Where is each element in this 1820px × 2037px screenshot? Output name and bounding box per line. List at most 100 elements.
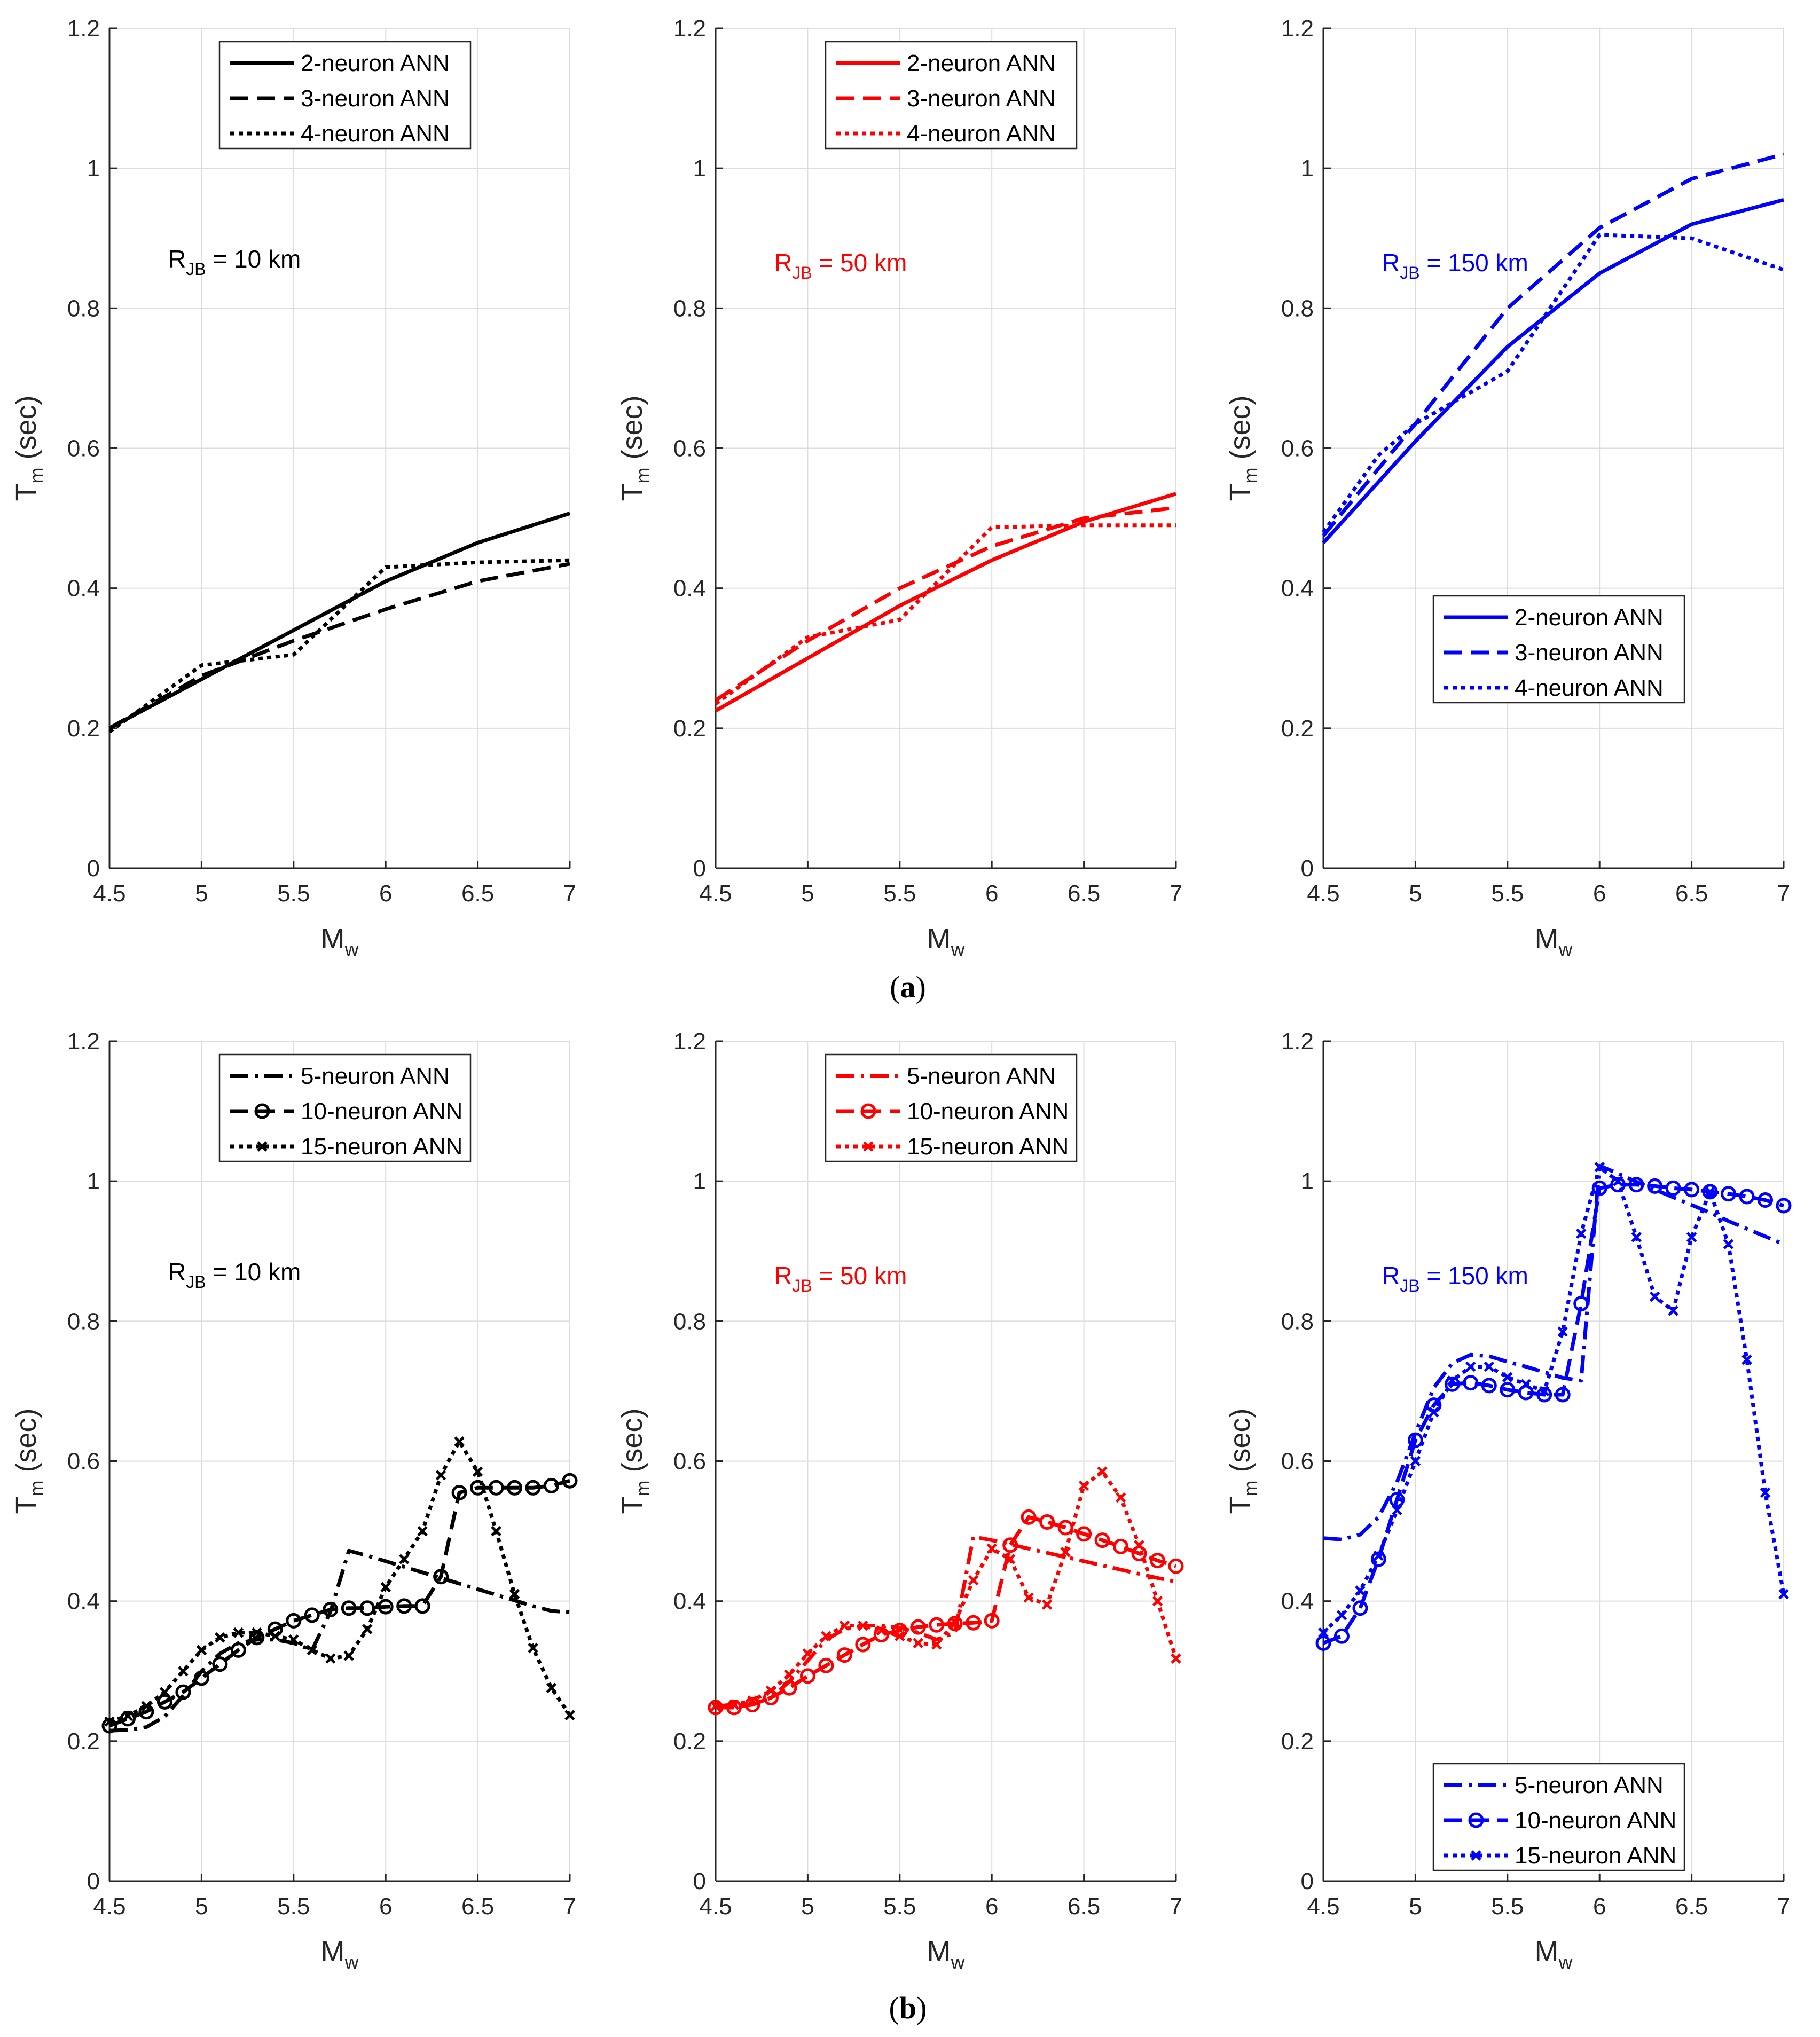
chart-panel-4: 4.5 5 5.5 6 6.5 7 0 0.2 0.4 0.6 0.8 1 1.2 Mw Tm (sec) R… [10, 1028, 578, 1973]
y-axis-label: Tm (sec) [1224, 1409, 1261, 1514]
distance-annotation: RJB = 10 km [168, 1258, 301, 1292]
y-tick-label-4: 0.8 [67, 295, 100, 321]
series-3-marker-4 [1392, 1505, 1402, 1516]
legend-box [218, 41, 472, 150]
x-tick-label-1: 5 [801, 1893, 814, 1920]
series-3-marker-7-b [233, 1627, 244, 1638]
series-3-marker-0-b [710, 1701, 721, 1712]
series-3-marker-16-b [1005, 1554, 1016, 1564]
series-2-marker-14 [1573, 1296, 1589, 1312]
legend-label-3: 4-neuron ANN [1515, 675, 1664, 701]
series-3-marker-3-b [1373, 1550, 1384, 1561]
series-2-marker-24 [1758, 1192, 1774, 1208]
legend: 5-neuron ANN 10-neuron ANN 15-neuron ANN [218, 1053, 472, 1162]
x-tick-label-2: 5.5 [1491, 1893, 1524, 1920]
y-tick-label-2: 0.4 [673, 576, 706, 602]
series-3-marker-3-b [765, 1685, 776, 1696]
series-3-marker-22-b [1115, 1492, 1126, 1503]
legend-marker-3 [257, 1141, 268, 1152]
series-3-marker-9 [1484, 1361, 1495, 1372]
y-tick-label-5: 1 [1301, 1168, 1314, 1194]
series-2-marker-17 [1628, 1177, 1644, 1193]
series-line-2 [1322, 152, 1784, 537]
series-3-marker-1 [728, 1699, 740, 1710]
series-3-marker-12-b [325, 1653, 336, 1664]
legend-label-3: 4-neuron ANN [301, 121, 450, 147]
series-2-marker-12 [323, 1601, 339, 1617]
distance-annotation: RJB = 150 km [1382, 1262, 1528, 1295]
series-3-marker-18-b [1649, 1291, 1660, 1302]
distance-annotation: RJB = 50 km [774, 249, 907, 282]
series-line-3 [714, 523, 1176, 705]
caption-a: (a) [890, 970, 926, 1004]
y-tick-label-6: 1.2 [1281, 15, 1314, 42]
y-tick-label-0: 0 [1301, 1868, 1314, 1894]
series-3-marker-18-b [435, 1469, 446, 1481]
series-3-marker-16 [398, 1554, 410, 1564]
series-3-marker-9 [270, 1631, 281, 1641]
series-3-marker-3 [765, 1685, 776, 1696]
x-tick-label-3: 6 [985, 880, 998, 907]
series-2-marker-9 [873, 1627, 889, 1643]
series-3-marker-1 [1336, 1610, 1347, 1621]
series-2-marker-0 [708, 1700, 724, 1716]
y-tick-label-1: 0.2 [673, 715, 706, 742]
series-3-marker-18 [435, 1469, 446, 1481]
series-3-marker-17 [1023, 1592, 1034, 1603]
legend-label-3: 15-neuron ANN [1515, 1843, 1676, 1869]
series-2-marker-10 [286, 1613, 302, 1629]
series-2-marker-8 [855, 1637, 871, 1653]
series-3-marker-8-b [252, 1627, 262, 1638]
y-tick-label-5: 1 [1301, 155, 1314, 182]
series-3-marker-7 [233, 1627, 244, 1638]
y-tick-label-2: 0.4 [673, 1588, 706, 1615]
series-3-marker-25-b [564, 1710, 575, 1721]
y-tick-label-3: 0.6 [1281, 1449, 1314, 1475]
series-2-marker-25 [1168, 1558, 1184, 1574]
series-3-marker-23-b [1741, 1354, 1752, 1365]
legend-label-3: 15-neuron ANN [301, 1134, 462, 1160]
series-3-marker-16 [1612, 1176, 1623, 1186]
series-2-marker-2 [744, 1697, 760, 1713]
series-3-marker-3 [1373, 1550, 1384, 1561]
series-line-2 [716, 1515, 1177, 1710]
series-2-marker-5 [1407, 1432, 1423, 1448]
series-3-marker-17-b [417, 1525, 428, 1537]
x-tick-label-0: 4.5 [1307, 1893, 1339, 1920]
legend-label-2: 10-neuron ANN [1515, 1807, 1676, 1834]
series-3-marker-8-b [1465, 1361, 1476, 1372]
series-2-marker-5 [193, 1670, 209, 1686]
series-3-marker-0-b [104, 1716, 115, 1727]
series-3-marker-8 [858, 1620, 868, 1631]
series-3-marker-14-b [362, 1624, 373, 1634]
series-3-marker-11-b [307, 1645, 318, 1656]
series-3-marker-8 [1465, 1361, 1476, 1372]
x-tick-label-3: 6 [379, 1893, 392, 1920]
legend-box [1432, 595, 1685, 704]
series-2-marker-4 [175, 1684, 191, 1700]
series-2-marker-0 [101, 1718, 117, 1734]
series-2-marker-17 [414, 1598, 430, 1614]
x-tick-label-1: 5 [801, 880, 814, 907]
y-tick-label-0: 0 [87, 1868, 100, 1894]
series-3-marker-21 [1097, 1466, 1108, 1477]
series-3-marker-12 [931, 1639, 942, 1650]
series-3-marker-10 [895, 1631, 905, 1641]
series-2-marker-15 [984, 1613, 1000, 1629]
series-3-marker-13 [343, 1650, 355, 1661]
y-axis-label: Tm (sec) [10, 1409, 48, 1514]
series-3-marker-6 [1429, 1406, 1439, 1418]
y-tick-label-6: 1.2 [67, 1028, 100, 1055]
legend-marker-3-b [863, 1141, 874, 1152]
series-3-marker-10-b [895, 1631, 905, 1641]
series-3-marker-7 [839, 1620, 850, 1631]
series-3-marker-23 [528, 1642, 538, 1654]
series-2-marker-3 [1370, 1551, 1386, 1567]
legend-marker-3-b [257, 1141, 268, 1152]
y-tick-label-3: 0.6 [1281, 436, 1314, 462]
x-tick-label-2: 5.5 [883, 1893, 916, 1920]
series-3-marker-14 [968, 1575, 979, 1586]
y-tick-label-1: 0.2 [67, 715, 100, 742]
y-tick-label-0: 0 [693, 1868, 706, 1894]
